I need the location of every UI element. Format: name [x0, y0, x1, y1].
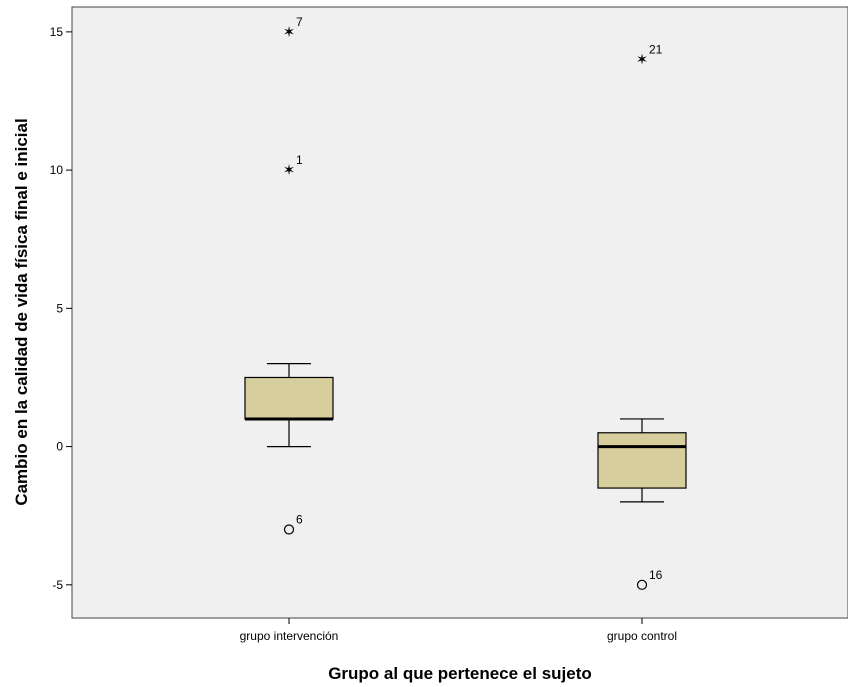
outlier-case-label: 16: [649, 568, 663, 582]
extreme-star-marker: ✶: [283, 23, 296, 41]
y-tick-label: 5: [56, 301, 63, 315]
y-tick-label: 10: [50, 163, 64, 177]
y-tick-label: 0: [56, 440, 63, 454]
box-iqr: [597, 432, 687, 489]
outlier-case-label: 7: [296, 15, 303, 29]
y-axis-title: Cambio en la calidad de vida física fina…: [12, 118, 31, 505]
box-1: ✶7✶16: [244, 15, 334, 535]
x-tick-label: grupo intervención: [240, 629, 339, 643]
box-iqr: [244, 376, 334, 420]
outlier-case-label: 1: [296, 153, 303, 167]
extreme-star-marker: ✶: [283, 161, 296, 179]
outlier-case-label: 21: [649, 43, 663, 57]
outlier-circle-marker: [636, 579, 648, 590]
x-axis-title: Grupo al que pertenece el sujeto: [328, 664, 592, 683]
outlier-case-label: 6: [296, 513, 303, 527]
x-tick-label: grupo control: [607, 629, 677, 643]
box-2: ✶21 16: [597, 43, 687, 590]
plot-area: [71, 6, 848, 619]
extreme-star-marker: ✶: [636, 51, 649, 69]
y-tick-label: -5: [52, 578, 63, 592]
outlier-circle-marker: [283, 524, 295, 535]
y-axis: -5 0 5 10 15: [50, 25, 72, 592]
x-axis: grupo intervención grupo control: [240, 618, 677, 643]
y-tick-label: 15: [50, 25, 64, 39]
